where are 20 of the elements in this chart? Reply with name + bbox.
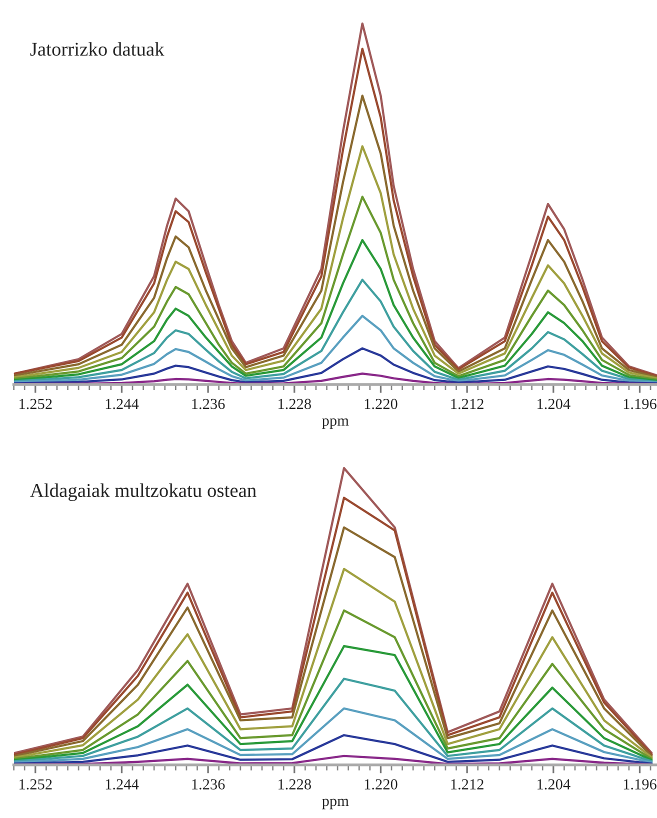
x-axis-title: ppm	[322, 418, 349, 429]
x-tick-label: 1.236	[192, 398, 225, 410]
x-tick-label: 1.236	[192, 779, 225, 790]
x-tick-label: 1.252	[20, 398, 52, 410]
x-tick-label: 1.244	[106, 779, 139, 790]
x-tick-label: 1.196	[624, 398, 656, 410]
x-tick-label: 1.252	[20, 779, 52, 790]
x-tick-label: 1.220	[364, 779, 398, 790]
x-tick-label: 1.196	[624, 779, 656, 790]
x-tick-label: 1.212	[451, 779, 484, 790]
x-tick-label: 1.228	[278, 398, 311, 410]
text: Aldagaiak multzokatu ostean	[30, 483, 256, 502]
x-tick-label: 1.204	[538, 779, 570, 790]
x-tick-label: 1.204	[538, 398, 570, 410]
x-tick-label: 1.220	[364, 398, 398, 410]
x-tick-label: 1.228	[278, 779, 311, 790]
text: Jatorrizko datuak	[30, 42, 164, 56]
x-tick-label: 1.244	[106, 398, 139, 410]
x-tick-label: 1.212	[451, 398, 484, 410]
x-axis-title: ppm	[322, 798, 349, 810]
